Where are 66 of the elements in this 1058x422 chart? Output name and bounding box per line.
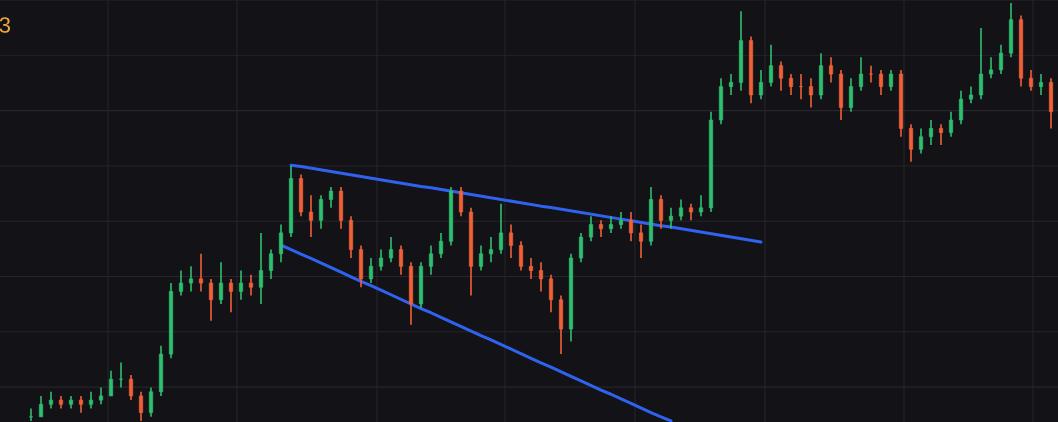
candlestick	[628, 211, 634, 243]
candlestick	[728, 73, 734, 96]
candlestick	[768, 44, 774, 88]
candlestick	[658, 194, 664, 230]
candlestick	[148, 386, 154, 418]
candlestick	[178, 269, 184, 297]
candlestick	[808, 77, 814, 109]
candlestick	[1028, 69, 1034, 92]
candlestick	[938, 123, 944, 146]
candlestick	[528, 257, 534, 280]
candlestick	[478, 244, 484, 272]
candlestick	[778, 60, 784, 92]
candlestick	[188, 265, 194, 293]
candlestick	[858, 56, 864, 92]
candlestick	[378, 248, 384, 272]
candlestick	[128, 374, 134, 401]
candlestick	[438, 232, 444, 259]
candlestick	[518, 240, 524, 272]
candlestick	[848, 77, 854, 113]
candlestick	[948, 110, 954, 138]
candlestick	[678, 198, 684, 222]
candlestick	[828, 56, 834, 84]
candlestick	[388, 236, 394, 263]
candlestick	[588, 215, 594, 243]
candlestick	[998, 44, 1004, 75]
candlestick	[198, 253, 204, 293]
candlestick	[868, 64, 874, 84]
candlestick	[638, 223, 644, 259]
candlestick	[488, 236, 494, 263]
candlestick	[888, 69, 894, 92]
candlestick	[988, 56, 994, 80]
candlestick	[668, 207, 674, 230]
candlestick	[788, 73, 794, 96]
candlestick	[908, 123, 914, 163]
candlestick	[38, 395, 44, 418]
candlestick	[578, 232, 584, 263]
candlestick	[318, 194, 324, 230]
candlestick	[498, 202, 504, 255]
candlestick	[208, 278, 214, 322]
candlestick	[428, 244, 434, 276]
candlestick	[458, 186, 464, 217]
candlestick	[958, 89, 964, 126]
candlestick	[138, 390, 144, 422]
candlestick	[398, 244, 404, 276]
candlestick	[928, 119, 934, 146]
text: 3	[0, 17, 10, 33]
candlestick	[548, 273, 554, 314]
candlestick	[248, 273, 254, 297]
candlestick	[538, 261, 544, 293]
candlestick	[918, 127, 924, 155]
candlestick	[308, 194, 314, 238]
candlestick	[228, 278, 234, 314]
candlestick	[368, 257, 374, 284]
candlestick	[218, 261, 224, 305]
candlestick	[978, 27, 984, 100]
candlestick	[108, 370, 114, 397]
candlestick	[1038, 73, 1044, 96]
candlestick	[698, 194, 704, 217]
candlestick	[278, 223, 284, 263]
candlestick	[878, 69, 884, 96]
candlestick	[758, 69, 764, 100]
candlestick	[508, 223, 514, 259]
candlestick	[268, 248, 274, 280]
candlestick	[328, 186, 334, 209]
candlestick	[258, 232, 264, 305]
candlestick	[238, 269, 244, 301]
